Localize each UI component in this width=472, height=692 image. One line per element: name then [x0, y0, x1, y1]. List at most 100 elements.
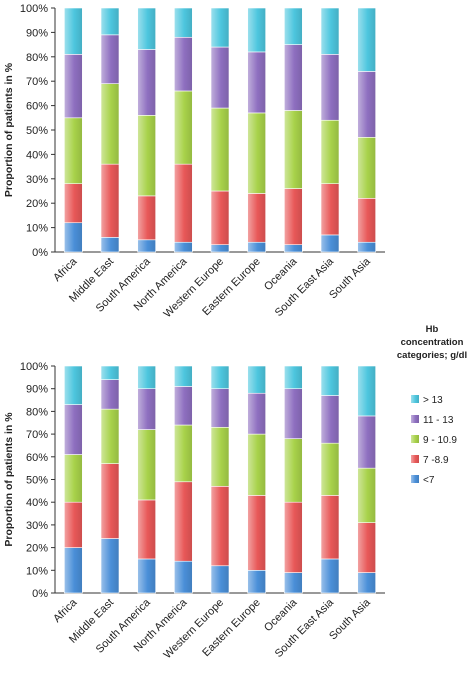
- bar-segment: [137, 388, 156, 430]
- bar-segment: [100, 7, 120, 36]
- bar-segment: [137, 239, 156, 253]
- y-tick-label: 20%: [26, 198, 48, 210]
- legend-swatch: [411, 435, 419, 443]
- x-tick-label: Oceania: [262, 255, 300, 293]
- bar-segment: [320, 395, 340, 444]
- legend-swatch: [411, 395, 419, 403]
- bar-segment: [174, 36, 193, 92]
- y-tick-label: 0%: [32, 588, 48, 600]
- bar-segment: [357, 522, 376, 573]
- y-axis-label: Proportion of patients in %: [3, 62, 15, 197]
- legend-label: 11 - 13: [423, 415, 454, 426]
- bar-segment: [357, 467, 376, 523]
- bar-segment: [247, 193, 266, 243]
- bar-segment: [64, 501, 83, 548]
- bar-segment: [137, 365, 156, 390]
- bar-segment: [100, 163, 120, 238]
- y-tick-label: 50%: [26, 475, 48, 487]
- bar-segment: [174, 560, 193, 594]
- y-tick-label: 0%: [32, 247, 48, 259]
- x-tick-label: South Asia: [327, 596, 373, 642]
- bar-segment: [357, 572, 376, 594]
- bar-segment: [284, 44, 303, 111]
- bar-segment: [174, 386, 193, 426]
- bar-segment: [64, 404, 83, 455]
- y-tick-label: 50%: [26, 125, 48, 137]
- bar-segment: [210, 190, 230, 245]
- y-tick-label: 40%: [26, 149, 48, 161]
- y-tick-label: 100%: [20, 361, 48, 373]
- legend-label: > 13: [423, 395, 443, 406]
- bar-segment: [174, 424, 193, 483]
- y-tick-label: 90%: [26, 27, 48, 39]
- bar-segment: [320, 54, 340, 121]
- bar-segment: [210, 388, 230, 428]
- bar-segment: [64, 547, 83, 594]
- y-tick-label: 10%: [26, 565, 48, 577]
- bar-segment: [174, 7, 193, 38]
- y-tick-label: 80%: [26, 52, 48, 64]
- bar-segment: [357, 137, 376, 199]
- bar-segment: [357, 198, 376, 243]
- bar-segment: [210, 426, 230, 487]
- bar-segment: [247, 495, 266, 571]
- y-tick-label: 10%: [26, 223, 48, 235]
- y-tick-label: 30%: [26, 174, 48, 186]
- legend-label: <7: [423, 475, 435, 486]
- legend-title: categories; g/dl: [397, 350, 467, 361]
- bar-segment: [137, 115, 156, 197]
- bar-segment: [284, 438, 303, 503]
- legend-swatch: [411, 415, 419, 423]
- bar-segment: [174, 90, 193, 165]
- bar-segment: [137, 49, 156, 116]
- bar-segment: [320, 7, 340, 55]
- bar-segment: [137, 429, 156, 501]
- y-tick-label: 60%: [26, 101, 48, 113]
- bar-segment: [210, 244, 230, 253]
- bar-segment: [284, 572, 303, 594]
- bar-segment: [247, 569, 266, 594]
- bar-segment: [320, 442, 340, 496]
- bar-segment: [357, 415, 376, 469]
- bar-segment: [100, 34, 120, 84]
- bar-segment: [64, 454, 83, 503]
- bar-segment: [357, 7, 376, 72]
- y-tick-label: 60%: [26, 452, 48, 464]
- bar-segment: [284, 7, 303, 45]
- legend: Hb concentration categories; g/dl > 13 11 - …: [397, 324, 467, 486]
- y-tick-label: 90%: [26, 384, 48, 396]
- y-tick-label: 20%: [26, 543, 48, 555]
- bar-segment: [174, 163, 193, 243]
- bar-segment: [247, 112, 266, 194]
- bar-segment: [100, 379, 120, 410]
- legend-label: 9 - 10.9: [423, 435, 457, 446]
- bar-segment: [320, 183, 340, 236]
- bar-segment: [64, 117, 83, 184]
- y-axis-label: Proportion of patients in %: [3, 412, 15, 547]
- bar-segment: [100, 237, 120, 253]
- bar-segment: [247, 365, 266, 394]
- bar-segment: [247, 51, 266, 114]
- bar-segment: [284, 501, 303, 573]
- bar-segment: [357, 365, 376, 417]
- bar-segment: [174, 481, 193, 562]
- bar-segment: [137, 7, 156, 50]
- bar-segment: [100, 538, 120, 594]
- bar-segment: [100, 408, 120, 464]
- bar-segment: [284, 244, 303, 253]
- legend-swatch: [411, 455, 419, 463]
- bar-segment: [320, 234, 340, 253]
- y-tick-label: 80%: [26, 406, 48, 418]
- bar-segment: [137, 558, 156, 594]
- legend-swatch: [411, 475, 419, 483]
- bar-segment: [284, 188, 303, 245]
- bar-segment: [284, 365, 303, 390]
- bar-segment: [320, 365, 340, 396]
- bar-segment: [64, 54, 83, 119]
- bar-segment: [357, 71, 376, 138]
- bar-segment: [210, 107, 230, 192]
- bar-segment: [100, 463, 120, 539]
- bar-segment: [210, 7, 230, 48]
- bar-segment: [284, 388, 303, 439]
